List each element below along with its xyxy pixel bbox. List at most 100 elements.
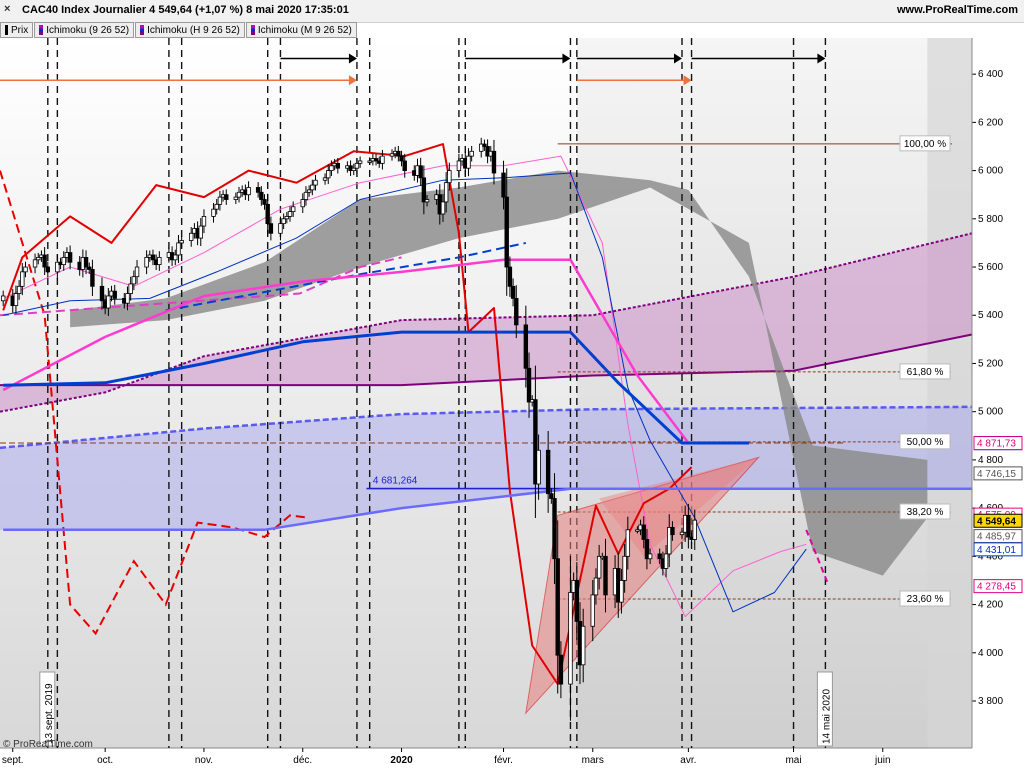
future-zone [927, 38, 972, 748]
candle-body [259, 191, 264, 200]
candle-body [67, 252, 73, 263]
candle-body [300, 199, 305, 208]
candle-body [287, 211, 293, 217]
candle-body [211, 208, 216, 217]
price-tag-label: 4 485,97 [977, 532, 1016, 543]
x-tick-label: déc. [293, 755, 312, 766]
candle-body [16, 285, 22, 294]
candle-body [246, 187, 251, 196]
candle-body [418, 165, 423, 179]
candle-body [306, 189, 312, 193]
close-icon[interactable]: × [4, 3, 11, 15]
candle-body [201, 216, 207, 227]
candle-body [90, 269, 95, 287]
candle-body [421, 177, 427, 203]
candle-body [357, 160, 363, 164]
arrow-head-icon [683, 75, 692, 86]
fib-label-box [899, 363, 951, 380]
ichimoku-swatch-icon [39, 25, 44, 35]
candle-body [125, 293, 130, 304]
candle-body [42, 254, 47, 268]
candle-body [447, 170, 452, 184]
candle-body [536, 449, 541, 485]
candle-body [45, 266, 51, 273]
candle-body [351, 167, 356, 171]
chart-title: CAC40 Index Journalier 4 549,64 (+1,07 %… [22, 4, 349, 16]
legend-item-ichimoku-daily[interactable]: Ichimoku (9 26 52) [34, 22, 135, 38]
candle-body [523, 324, 529, 369]
price-tag-box [973, 579, 1023, 594]
y-tick-label: 4 400 [978, 551, 1003, 562]
candle-body [326, 170, 331, 179]
series-line [2, 143, 693, 686]
candle-body [596, 555, 602, 579]
candle-body [176, 242, 181, 256]
kumo-monthly [0, 406, 972, 530]
ichimoku-swatch-icon [250, 25, 255, 35]
fib-level-label: 100,00 % [904, 139, 946, 150]
price-tag-box [973, 542, 1023, 557]
candle-body [593, 577, 599, 596]
candle-body [526, 367, 532, 403]
candle-body [354, 162, 360, 169]
candle-body [663, 553, 669, 569]
price-tag-label: 4 746,15 [977, 469, 1016, 480]
candle-body [265, 203, 270, 225]
candle-body [112, 290, 117, 299]
x-tick-label: mai [785, 755, 801, 766]
weekly-span-a [0, 232, 973, 413]
fib-level-label: 50,00 % [907, 437, 944, 448]
series-line [2, 155, 807, 618]
brand-label[interactable]: www.ProRealTime.com [896, 4, 1018, 16]
candle-body [284, 216, 290, 220]
legend-item-ichimoku-weekly[interactable]: Ichimoku (H 9 26 52) [135, 22, 245, 38]
title-bar: × CAC40 Index Journalier 4 549,64 (+1,07… [0, 0, 1024, 23]
legend-label: Ichimoku (9 26 52) [46, 24, 130, 36]
candles [0, 137, 697, 721]
weekly-span-b [0, 333, 973, 387]
candle-body [83, 256, 89, 268]
legend-item-price[interactable]: Prix [0, 22, 34, 38]
x-tick-label: oct. [97, 755, 113, 766]
candle-body [322, 177, 328, 181]
candle-body [399, 155, 404, 162]
series-line [3, 330, 749, 445]
arrow-head-icon [673, 53, 682, 64]
monthly-tenkan [0, 170, 310, 636]
candle-body [214, 203, 219, 210]
candle-body [373, 158, 379, 162]
candle-body [622, 555, 627, 581]
price-tag-label: 4 278,45 [977, 582, 1016, 593]
price-tag-label: 4 871,73 [977, 439, 1016, 450]
candle-body [590, 594, 595, 627]
legend-label: Ichimoku (M 9 26 52) [257, 24, 352, 36]
candle-body [310, 184, 315, 191]
arrow-head-icon [348, 75, 357, 86]
candle-body [507, 266, 513, 287]
y-tick-label: 4 200 [978, 600, 1003, 611]
candle-body [217, 196, 223, 205]
candle-body [290, 206, 296, 212]
candle-body [670, 527, 675, 536]
candle-body [469, 150, 474, 157]
candle-body [686, 514, 691, 538]
vertical-date-label: 13 sept. 2019 [44, 683, 55, 744]
candle-body [281, 218, 286, 225]
candle-body [568, 592, 573, 685]
candle-body [173, 254, 178, 261]
fib-level-label: 61,80 % [907, 367, 944, 378]
legend-label: Prix [11, 24, 29, 36]
price-tag-box [973, 436, 1023, 451]
legend-item-ichimoku-monthly[interactable]: Ichimoku (M 9 26 52) [245, 22, 357, 38]
y-tick-label: 6 400 [978, 69, 1003, 80]
candle-body [131, 276, 137, 285]
candle-body [367, 160, 372, 163]
y-tick-label: 4 000 [978, 648, 1003, 659]
vertical-date-label: 14 mai 2020 [821, 689, 832, 744]
candle-body [20, 271, 25, 287]
candle-body [262, 199, 267, 205]
candle-body [625, 529, 631, 557]
candle-body [189, 232, 194, 241]
monthly-span-a [0, 405, 973, 450]
